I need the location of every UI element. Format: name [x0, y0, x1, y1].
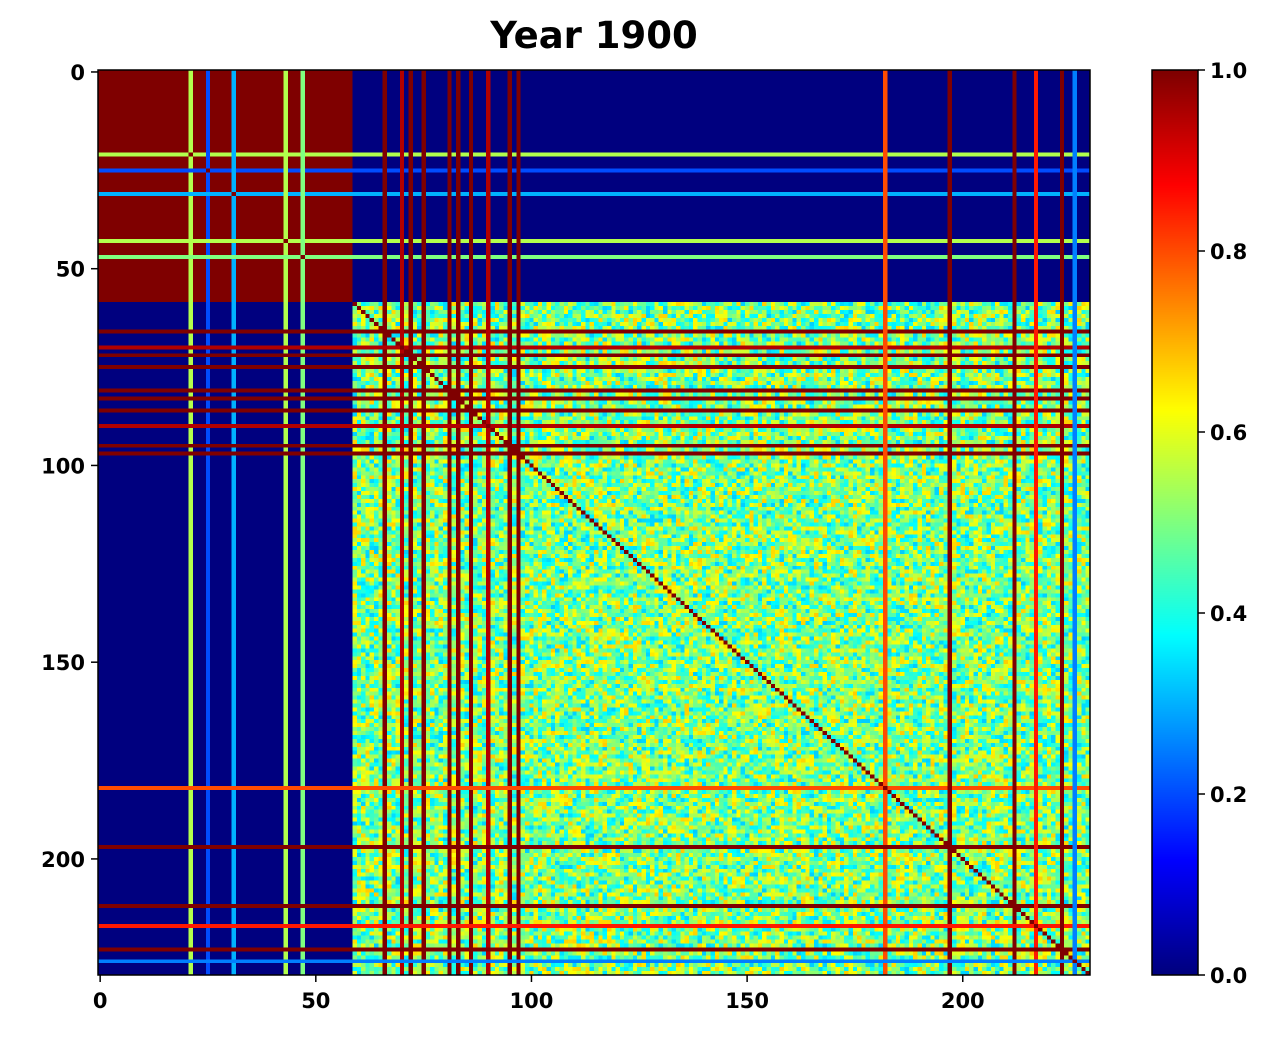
colorbar-axis: 0.0 0.2 0.4 0.6 0.8 1.0 — [1198, 59, 1247, 988]
y-tick-label: 150 — [41, 651, 85, 675]
colorbar-tick-label: 0.0 — [1210, 964, 1247, 988]
x-tick-label: 50 — [301, 989, 330, 1013]
x-tick-label: 100 — [510, 989, 554, 1013]
x-tick-label: 0 — [93, 989, 108, 1013]
colorbar-tick-label: 0.4 — [1210, 602, 1247, 626]
colorbar-tick-label: 0.6 — [1210, 421, 1247, 445]
heatmap-plot — [98, 70, 1090, 975]
x-tick-label: 150 — [725, 989, 769, 1013]
colorbar-tick-label: 0.8 — [1210, 240, 1247, 264]
colorbar — [1152, 70, 1198, 975]
chart-title: Year 1900 — [490, 14, 698, 57]
plot-frame — [97, 69, 1091, 976]
y-tick-label: 200 — [41, 848, 85, 872]
x-tick-label: 200 — [941, 989, 985, 1013]
colorbar-tick-label: 0.2 — [1210, 783, 1247, 807]
y-tick-label: 0 — [70, 61, 85, 85]
y-tick-label: 100 — [41, 454, 85, 478]
x-axis: 0 50 100 150 200 — [93, 975, 985, 1013]
colorbar-tick-label: 1.0 — [1210, 59, 1247, 83]
y-axis: 0 50 100 150 200 — [41, 61, 98, 872]
y-tick-label: 50 — [56, 258, 85, 282]
colorbar-frame — [1151, 69, 1199, 976]
